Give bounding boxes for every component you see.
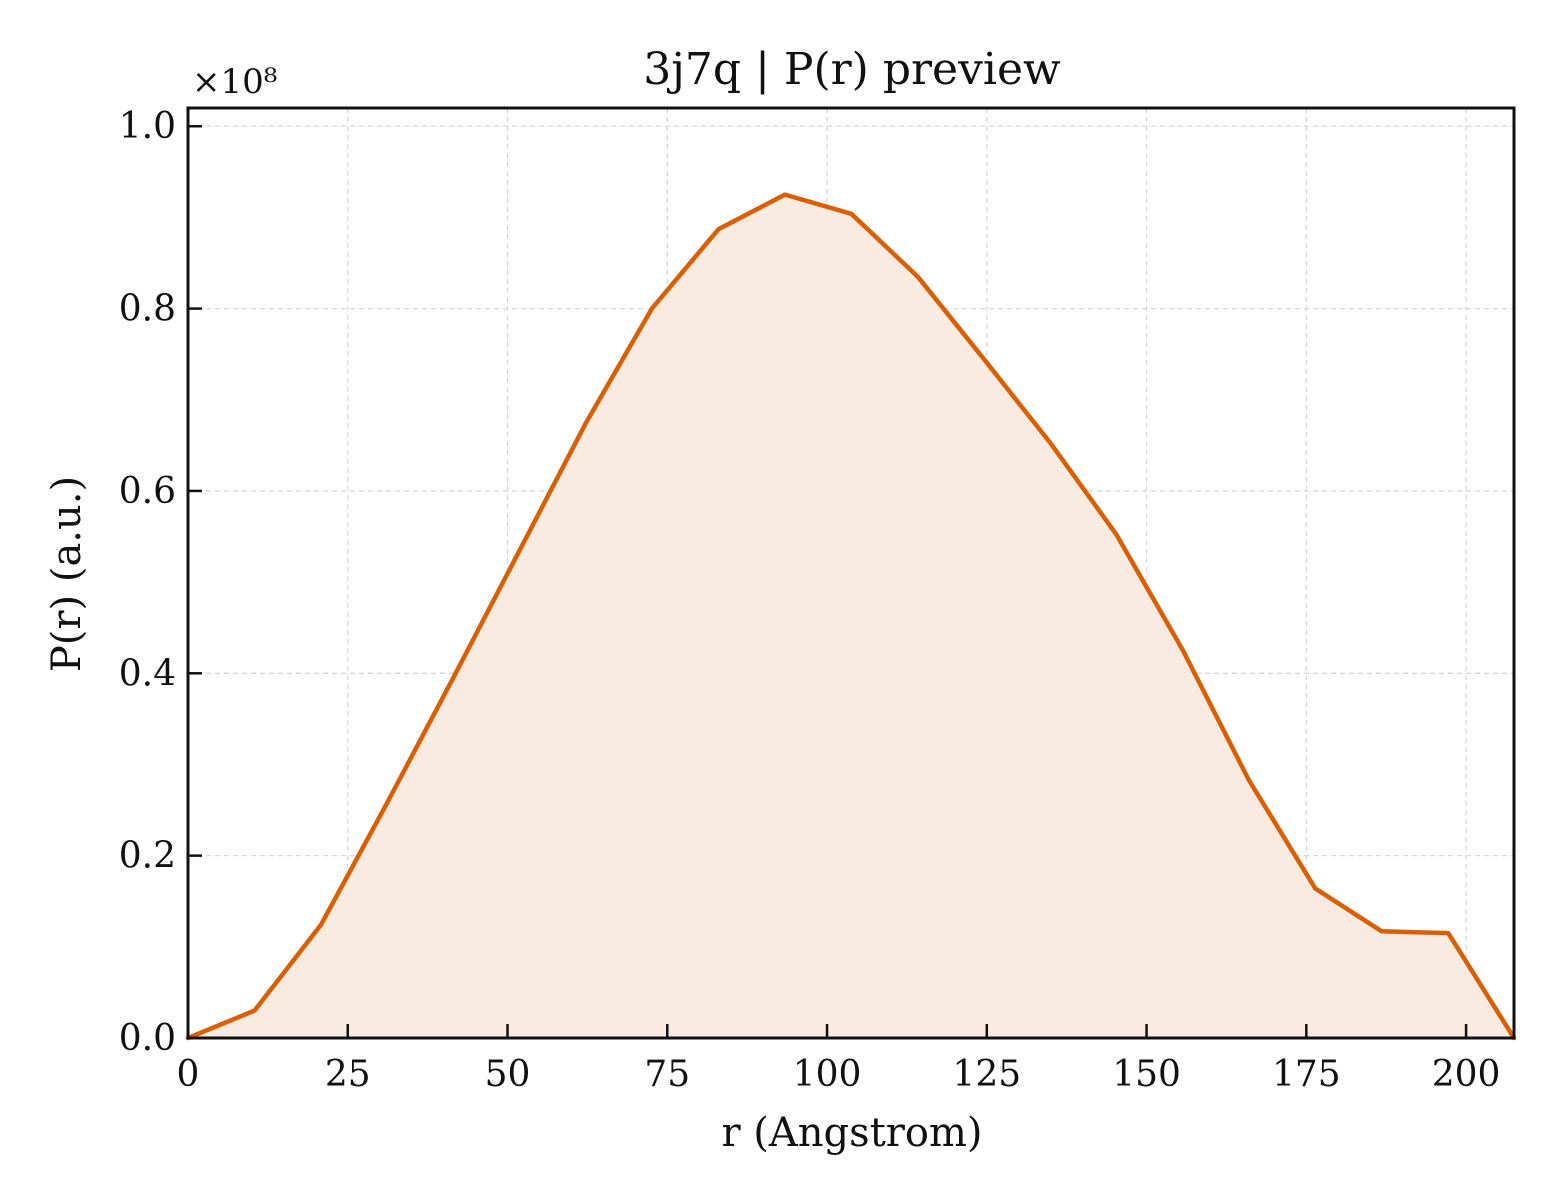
x-tick-label: 125 [952,1054,1021,1095]
x-tick-label: 50 [485,1054,531,1095]
plot-frame [186,106,1516,1040]
x-tick-label: 200 [1432,1054,1501,1095]
x-tick-label: 25 [325,1054,371,1095]
y-axis-multiplier: ×10⁸ [192,62,277,102]
pr-curve-area [188,194,1514,1039]
y-tick-label: 0.4 [119,653,176,694]
x-tick-label: 150 [1112,1054,1181,1095]
y-tick-label: 0.8 [119,289,176,330]
x-axis: 0 25 50 75 100 125 150 175 200 [177,1024,1501,1095]
y-axis-label: P(r) (a.u.) [44,476,90,672]
x-tick-label: 175 [1272,1054,1341,1095]
y-tick-label: 1.0 [119,106,176,147]
x-tick-label: 100 [793,1054,862,1095]
x-axis-label: r (Angstrom) [721,1110,982,1156]
y-tick-label: 0.6 [119,471,176,512]
chart-title: 3j7q | P(r) preview [643,44,1061,95]
x-tick-label: 0 [177,1054,200,1095]
x-tick-label: 75 [644,1054,690,1095]
data-points [187,194,1515,1039]
y-axis: 0.0 0.2 0.4 0.6 0.8 1.0 [119,106,202,1059]
y-tick-label: 0.2 [119,836,176,877]
y-tick-label: 0.0 [119,1018,176,1059]
